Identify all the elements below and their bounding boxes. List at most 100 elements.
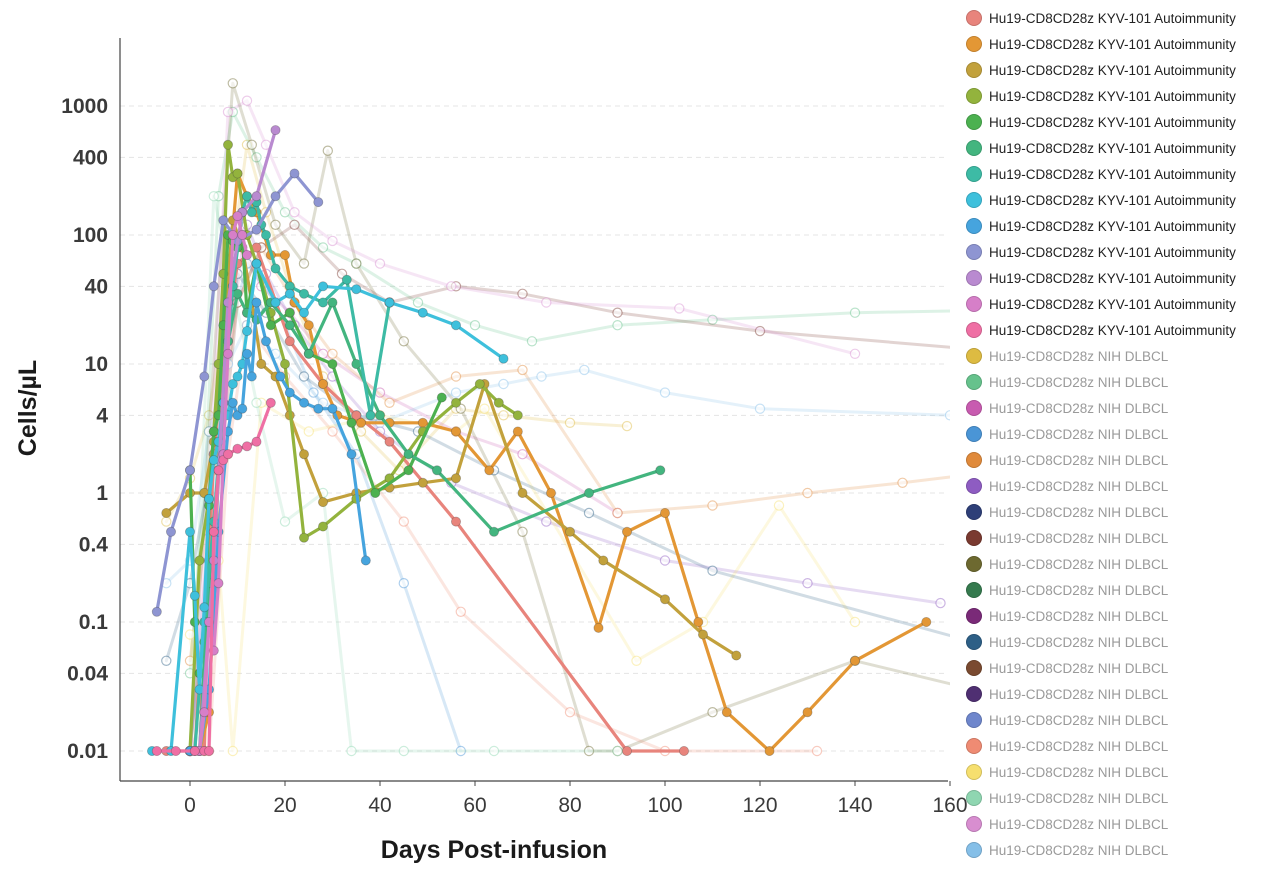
data-point bbox=[659, 555, 671, 566]
legend-label: Hu19-CD8CD28z KYV-101 Autoimmunity bbox=[989, 114, 1236, 130]
legend-swatch-icon bbox=[966, 322, 982, 338]
legend-label: Hu19-CD8CD28z KYV-101 Autoimmunity bbox=[989, 322, 1236, 338]
legend-item: Hu19-CD8CD28z NIH DLBCL bbox=[966, 395, 1276, 421]
legend-item: Hu19-CD8CD28z NIH DLBCL bbox=[966, 369, 1276, 395]
legend-swatch-icon bbox=[966, 244, 982, 260]
legend-swatch-icon bbox=[966, 608, 982, 624]
data-point bbox=[260, 336, 271, 347]
legend-item: Hu19-CD8CD28z KYV-101 Autoimmunity bbox=[966, 31, 1276, 57]
legend-item: Hu19-CD8CD28z NIH DLBCL bbox=[966, 733, 1276, 759]
data-point bbox=[322, 145, 333, 156]
data-point bbox=[208, 281, 219, 292]
data-point bbox=[270, 297, 281, 308]
data-point bbox=[327, 235, 338, 247]
data-point bbox=[384, 436, 395, 447]
tick-labels: 0.01 0.04 0.1 0.4 1 4 10 40 100 400 1000 0 20 40 60 80 1… bbox=[61, 95, 967, 817]
data-point bbox=[170, 746, 181, 757]
data-point bbox=[403, 449, 414, 460]
data-point bbox=[303, 348, 314, 359]
legend-swatch-icon bbox=[966, 452, 982, 468]
data-point bbox=[612, 320, 623, 331]
data-point bbox=[493, 397, 504, 408]
data-point bbox=[450, 426, 461, 437]
data-point bbox=[565, 526, 576, 537]
axes bbox=[119, 38, 948, 782]
legend-item: Hu19-CD8CD28z KYV-101 Autoimmunity bbox=[966, 265, 1276, 291]
legend-swatch-icon bbox=[966, 738, 982, 754]
data-point bbox=[227, 397, 238, 408]
legend-item: Hu19-CD8CD28z NIH DLBCL bbox=[966, 603, 1276, 629]
data-point bbox=[327, 358, 338, 369]
legend-item: Hu19-CD8CD28z KYV-101 Autoimmunity bbox=[966, 83, 1276, 109]
data-point bbox=[289, 219, 300, 230]
data-point bbox=[222, 348, 233, 359]
data-point bbox=[251, 191, 262, 202]
legend-swatch-icon bbox=[966, 790, 982, 806]
legend-item: Hu19-CD8CD28z NIH DLBCL bbox=[966, 525, 1276, 551]
data-point bbox=[279, 516, 291, 527]
x-tick-label: 100 bbox=[647, 794, 682, 817]
data-point bbox=[298, 288, 309, 299]
data-point bbox=[679, 746, 690, 757]
data-point bbox=[346, 745, 357, 757]
data-point bbox=[351, 258, 362, 269]
data-point bbox=[593, 622, 604, 633]
data-point bbox=[246, 139, 257, 150]
y-axis-title: Cells/µL bbox=[14, 360, 42, 456]
legend-swatch-icon bbox=[966, 478, 982, 494]
legend-label: Hu19-CD8CD28z KYV-101 Autoimmunity bbox=[989, 10, 1236, 26]
x-tick-label: 120 bbox=[742, 794, 777, 817]
data-point bbox=[488, 745, 500, 757]
legend-swatch-icon bbox=[966, 192, 982, 208]
data-point bbox=[802, 578, 813, 589]
data-point bbox=[241, 191, 252, 202]
y-tick-label: 40 bbox=[85, 275, 108, 298]
legend-swatch-icon bbox=[966, 114, 982, 130]
data-point bbox=[398, 745, 409, 757]
data-point bbox=[241, 95, 253, 106]
legend-label: Hu19-CD8CD28z KYV-101 Autoimmunity bbox=[989, 36, 1236, 52]
legend-swatch-icon bbox=[966, 140, 982, 156]
y-tick-label: 0.4 bbox=[79, 533, 109, 556]
data-point bbox=[184, 526, 195, 537]
data-point bbox=[384, 397, 395, 408]
legend-label: Hu19-CD8CD28z KYV-101 Autoimmunity bbox=[989, 88, 1236, 104]
data-point bbox=[802, 707, 813, 718]
legend-item: Hu19-CD8CD28z NIH DLBCL bbox=[966, 785, 1276, 811]
data-point bbox=[921, 617, 932, 628]
legend-label: Hu19-CD8CD28z NIH DLBCL bbox=[989, 478, 1169, 494]
data-point bbox=[327, 403, 338, 414]
data-point bbox=[246, 371, 257, 382]
data-point bbox=[412, 297, 424, 308]
data-point bbox=[232, 371, 243, 382]
legend-swatch-icon bbox=[966, 296, 982, 312]
series-line bbox=[188, 223, 950, 753]
legend-swatch-icon bbox=[966, 816, 982, 832]
legend-swatch-icon bbox=[966, 270, 982, 286]
data-point bbox=[303, 426, 314, 437]
data-point bbox=[598, 555, 609, 566]
data-point bbox=[455, 745, 466, 757]
series-26 bbox=[161, 320, 950, 589]
data-point bbox=[660, 594, 671, 605]
data-point bbox=[365, 410, 376, 421]
legend-swatch-icon bbox=[966, 686, 982, 702]
data-point bbox=[165, 526, 176, 537]
data-point bbox=[251, 397, 262, 408]
data-point bbox=[151, 606, 162, 617]
data-point bbox=[303, 320, 314, 331]
data-point bbox=[517, 526, 528, 538]
data-point bbox=[341, 274, 352, 285]
x-axis-title: Days Post-infusion bbox=[381, 836, 607, 864]
data-point bbox=[541, 516, 552, 527]
x-tick-label: 80 bbox=[558, 794, 581, 817]
data-point bbox=[227, 229, 238, 240]
data-point bbox=[237, 403, 248, 414]
legend-item: Hu19-CD8CD28z KYV-101 Autoimmunity bbox=[966, 57, 1276, 83]
data-point bbox=[317, 297, 328, 308]
legend-label: Hu19-CD8CD28z NIH DLBCL bbox=[989, 504, 1169, 520]
data-point bbox=[398, 516, 409, 527]
series-line bbox=[197, 292, 662, 753]
data-point bbox=[203, 746, 214, 757]
